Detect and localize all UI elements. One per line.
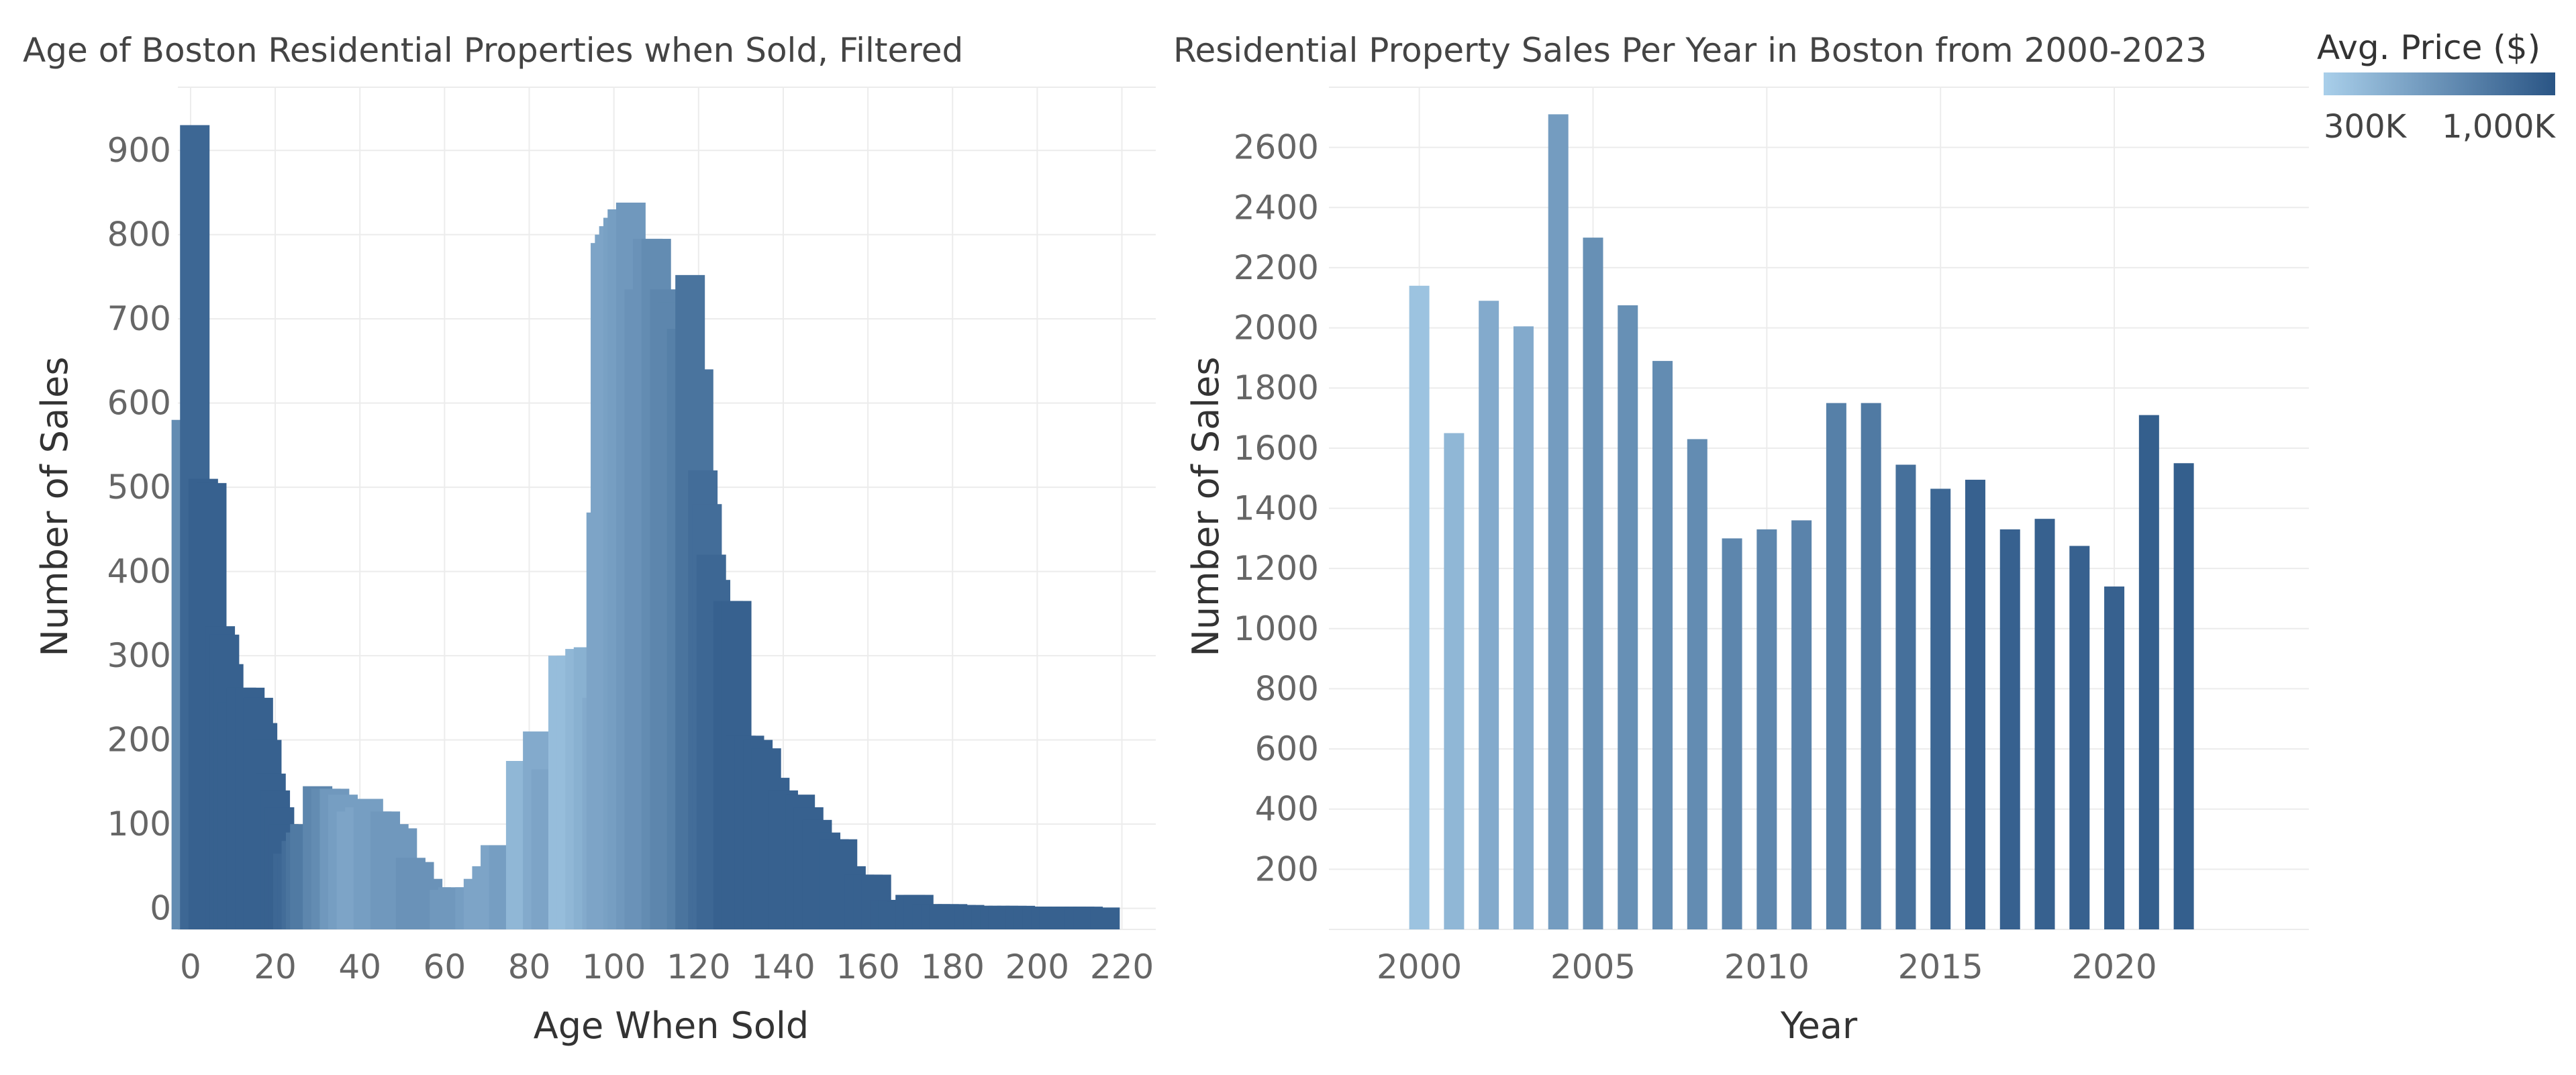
- legend-max-label: 1,000K: [2442, 108, 2556, 146]
- year-y-tick-label: 2600: [1234, 128, 1319, 167]
- year-chart-y-axis-title: Number of Sales: [1185, 356, 1227, 656]
- year-bar: [1618, 305, 1638, 930]
- age-x-tick-label: 60: [424, 948, 466, 986]
- year-chart-title: Residential Property Sales Per Year in B…: [1173, 31, 2207, 70]
- year-bar: [1756, 529, 1777, 929]
- age-chart-x-ticks: 0 20 40 60 80 100 120 140 160 180 200 220: [180, 948, 1154, 986]
- year-y-tick-label: 2000: [1234, 309, 1319, 348]
- year-y-tick-label: 1800: [1234, 368, 1319, 407]
- year-bar: [2138, 415, 2159, 929]
- year-bar: [1999, 529, 2020, 929]
- age-x-tick-label: 220: [1090, 948, 1154, 986]
- year-x-tick-label: 2005: [1550, 948, 1636, 986]
- age-x-tick-label: 0: [180, 948, 201, 986]
- age-y-tick-label: 500: [107, 468, 171, 507]
- year-bar: [1895, 464, 1916, 929]
- age-x-tick-label: 200: [1005, 948, 1069, 986]
- age-y-tick-label: 900: [107, 131, 171, 170]
- year-y-tick-label: 400: [1255, 790, 1319, 829]
- year-bar: [1861, 403, 1881, 929]
- year-y-tick-label: 1400: [1234, 489, 1319, 528]
- year-bar: [2173, 463, 2194, 929]
- age-histogram-chart: Age of Boston Residential Properties whe…: [23, 31, 1156, 1047]
- age-y-tick-label: 600: [107, 384, 171, 423]
- age-y-tick-label: 200: [107, 721, 171, 760]
- year-bar: [1409, 285, 1430, 930]
- year-bar: [1791, 520, 1812, 929]
- year-bar: [1548, 114, 1569, 930]
- legend-title: Avg. Price ($): [2317, 28, 2540, 67]
- age-x-tick-label: 80: [508, 948, 551, 986]
- year-bar: [2034, 519, 2055, 929]
- year-bar: [1722, 538, 1742, 929]
- year-bar: [1444, 433, 1465, 929]
- legend-min-label: 300K: [2324, 108, 2408, 146]
- age-chart-title: Age of Boston Residential Properties whe…: [23, 31, 963, 70]
- age-chart-x-axis-title: Age When Sold: [534, 1005, 809, 1047]
- year-y-tick-label: 1600: [1234, 429, 1319, 468]
- year-bar: [1479, 301, 1499, 929]
- age-chart-y-axis-title: Number of Sales: [34, 356, 76, 656]
- age-y-tick-label: 400: [107, 552, 171, 591]
- color-legend: Avg. Price ($) 300K 1,000K: [2317, 28, 2557, 146]
- year-bar: [2104, 586, 2125, 929]
- age-chart-bars: [171, 125, 1120, 930]
- age-y-tick-label: 0: [150, 889, 171, 928]
- year-bar: [1930, 489, 1951, 929]
- year-chart-x-ticks: 2000 2005 2010 2015 2020: [1377, 948, 2157, 986]
- year-bar: [1583, 238, 1603, 929]
- age-y-tick-label: 800: [107, 215, 171, 254]
- year-y-tick-label: 200: [1255, 850, 1319, 888]
- year-bar: [1687, 439, 1707, 929]
- year-x-tick-label: 2010: [1724, 948, 1810, 986]
- year-x-tick-label: 2015: [1898, 948, 1983, 986]
- year-x-tick-label: 2020: [2071, 948, 2157, 986]
- age-x-tick-label: 40: [338, 948, 381, 986]
- year-y-tick-label: 1000: [1234, 609, 1319, 648]
- legend-gradient-bar: [2324, 72, 2555, 95]
- year-y-tick-label: 600: [1255, 729, 1319, 768]
- year-bar: [2069, 546, 2090, 929]
- year-chart-bars: [1409, 114, 2194, 930]
- year-y-tick-label: 800: [1255, 669, 1319, 708]
- age-x-tick-label: 100: [582, 948, 646, 986]
- year-chart-grid: [1329, 87, 2309, 930]
- age-x-tick-label: 120: [666, 948, 730, 986]
- age-y-tick-label: 700: [107, 299, 171, 338]
- year-bar: [1826, 403, 1846, 929]
- year-bar: [1965, 479, 1985, 929]
- year-y-tick-label: 1200: [1234, 549, 1319, 588]
- year-bar: [1652, 360, 1673, 929]
- year-y-tick-label: 2400: [1234, 188, 1319, 227]
- year-y-tick-label: 2200: [1234, 248, 1319, 287]
- year-chart-x-axis-title: Year: [1780, 1005, 1858, 1047]
- age-x-tick-label: 160: [836, 948, 899, 986]
- age-bar: [1090, 907, 1120, 929]
- year-bar: [1513, 326, 1534, 930]
- sales-per-year-chart: Residential Property Sales Per Year in B…: [1173, 31, 2309, 1047]
- age-x-tick-label: 20: [254, 948, 297, 986]
- age-chart-y-ticks: 0 100 200 300 400 500 600 700 800 900: [107, 131, 171, 928]
- age-x-tick-label: 140: [751, 948, 815, 986]
- age-y-tick-label: 100: [107, 805, 171, 843]
- age-x-tick-label: 180: [921, 948, 985, 986]
- age-y-tick-label: 300: [107, 636, 171, 675]
- year-x-tick-label: 2000: [1377, 948, 1462, 986]
- year-chart-y-ticks: 200 400 600 800 1000 1200 1400 1600 1800 2000 2200…: [1234, 128, 1319, 889]
